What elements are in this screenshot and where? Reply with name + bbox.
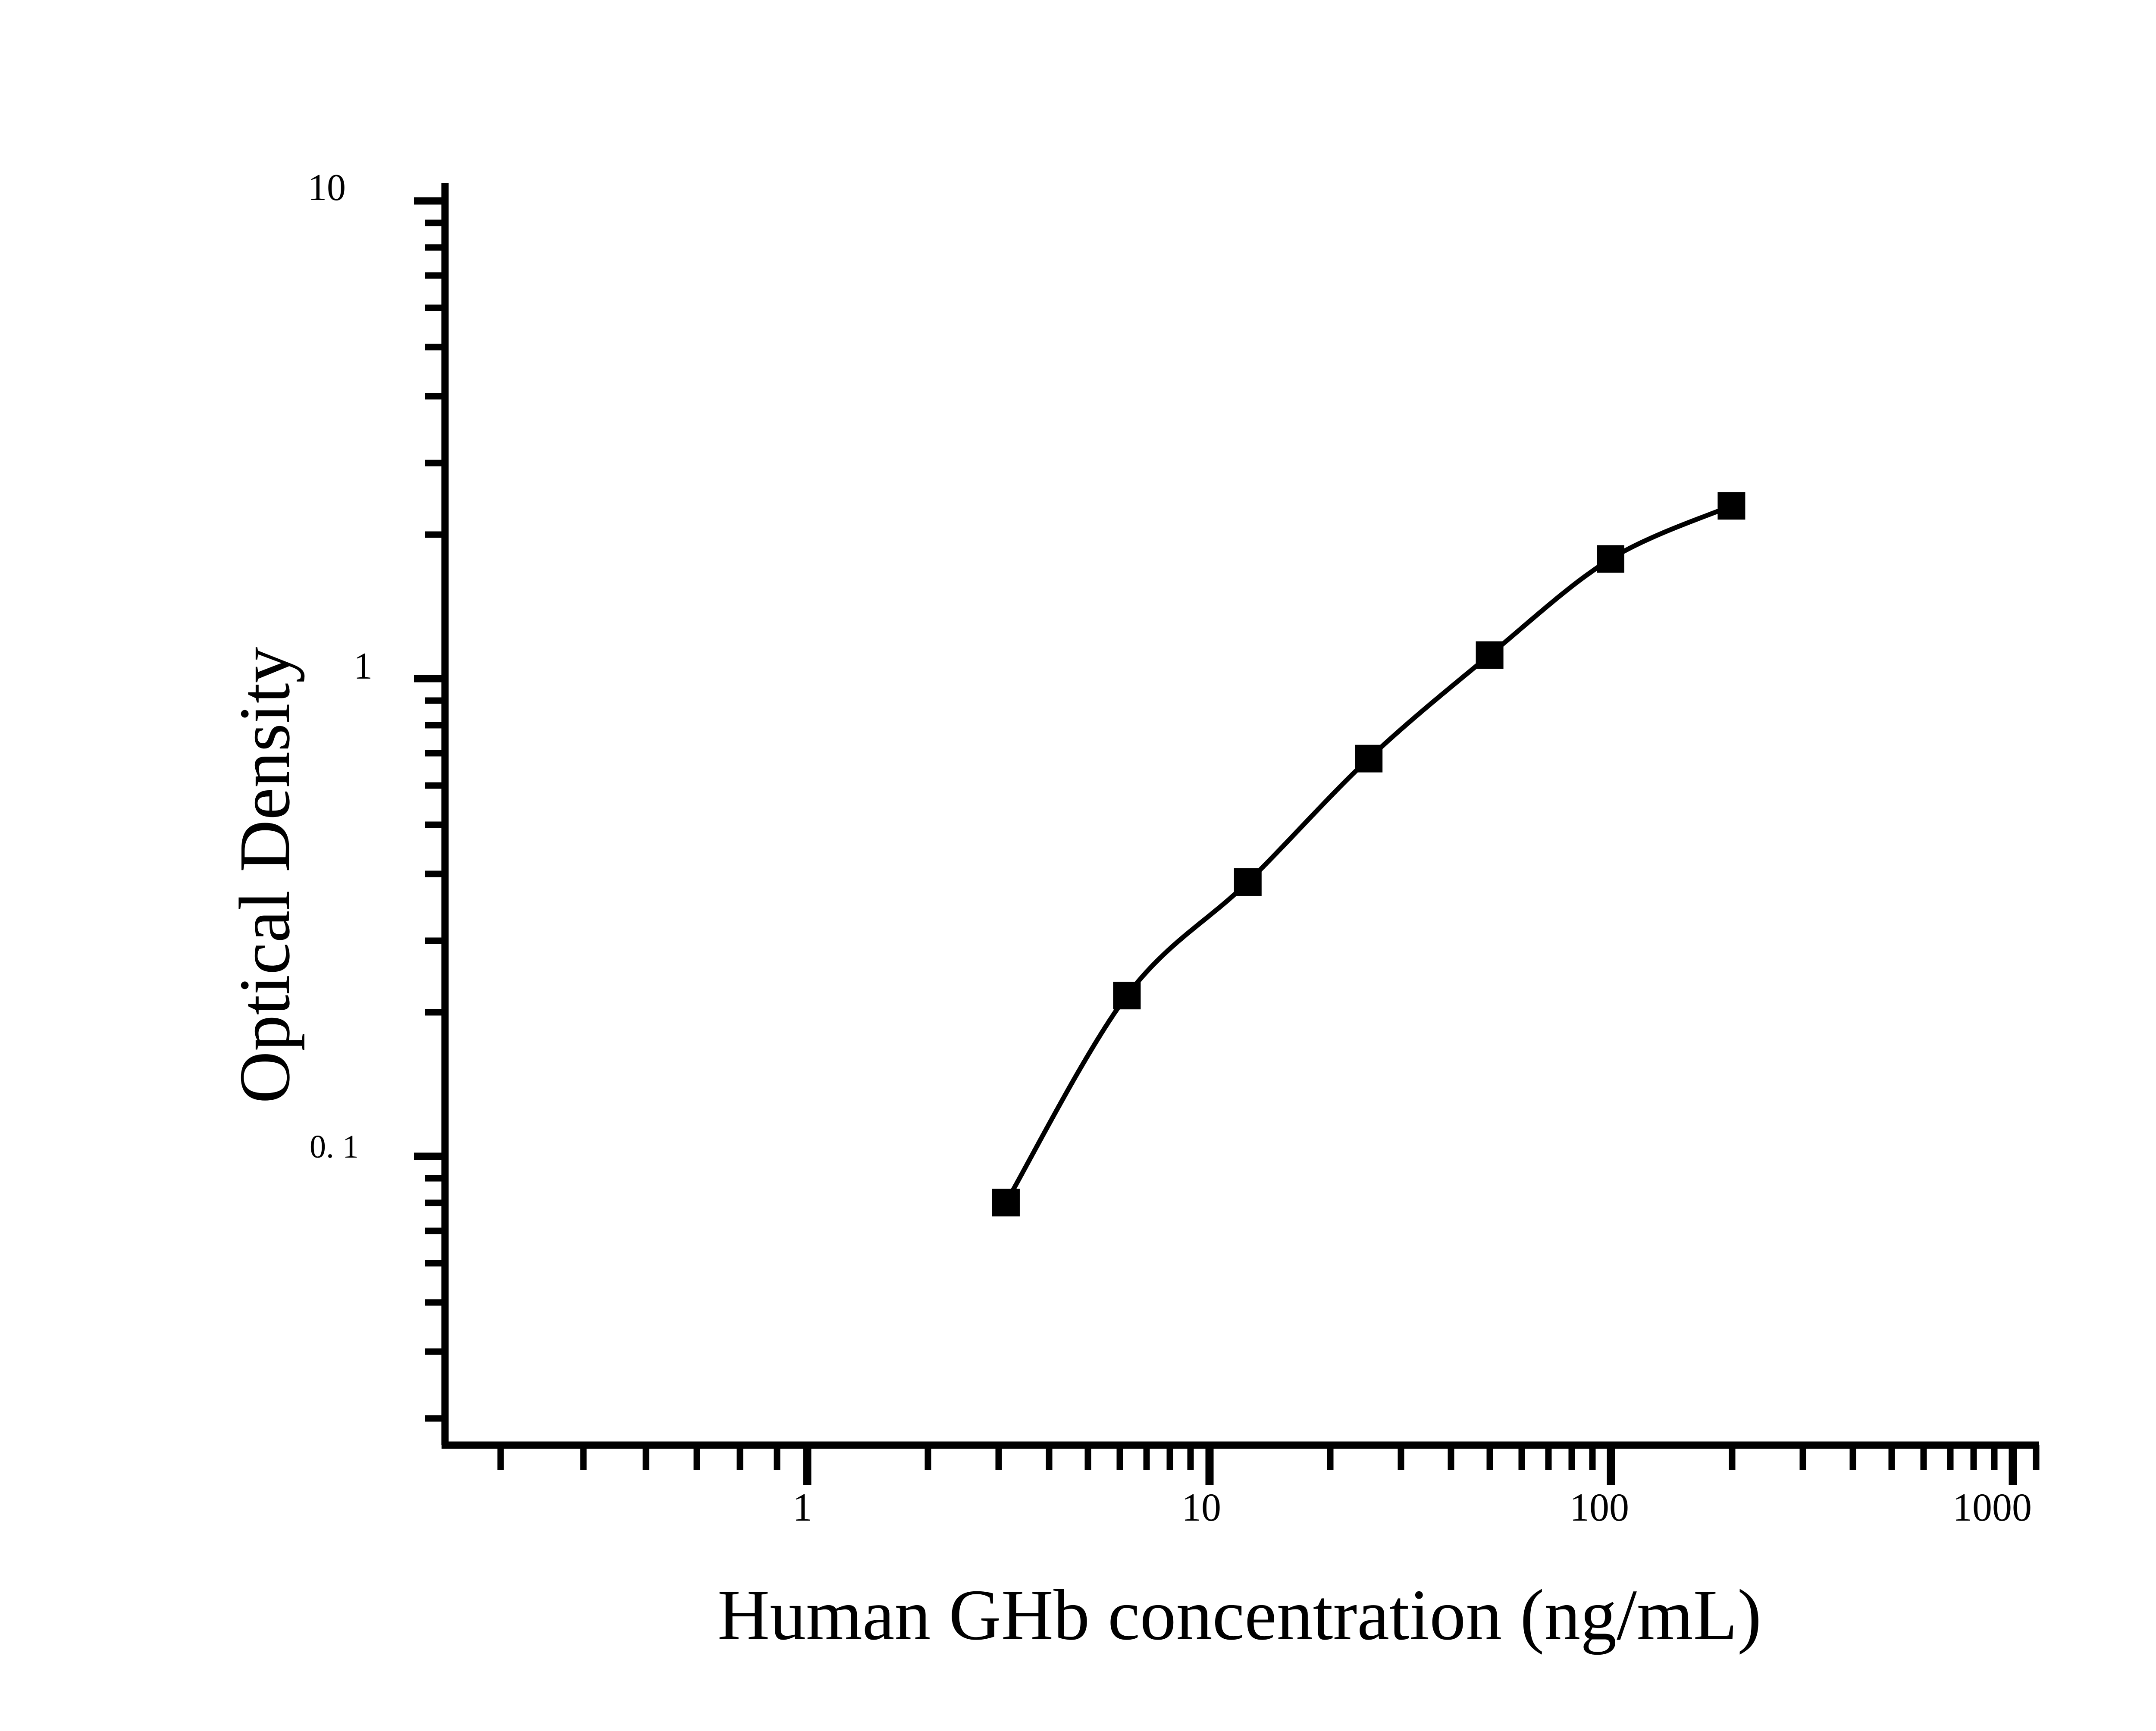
data-point-marker: [1476, 641, 1504, 669]
x-axis-title: Human GHb concentration (ng/mL): [717, 1575, 1762, 1655]
y-tick-label-10: 10: [308, 167, 346, 209]
data-point-marker: [1355, 745, 1383, 773]
y-axis-title: Optical Density: [225, 647, 305, 1104]
data-point-marker: [1597, 545, 1624, 573]
y-tick-label-1: 1: [354, 645, 373, 687]
y-axis-ticks: [414, 197, 445, 1422]
x-tick-label-100: 100: [1570, 1485, 1629, 1529]
axis-spines: [441, 183, 2039, 1449]
x-tick-label-1: 1: [793, 1485, 812, 1529]
x-tick-label-1000: 1000: [1952, 1485, 2032, 1529]
data-series-markers: [992, 492, 1745, 1217]
x-axis-ticks: [497, 1445, 2040, 1485]
data-point-marker: [1717, 492, 1745, 520]
data-point-marker: [1234, 868, 1262, 896]
data-point-marker: [992, 1189, 1020, 1217]
y-tick-label-0-1: 0. 1: [310, 1129, 359, 1165]
data-point-marker: [1113, 982, 1141, 1010]
x-tick-label-10: 10: [1181, 1485, 1221, 1529]
data-series-curve: [1003, 503, 1734, 1205]
